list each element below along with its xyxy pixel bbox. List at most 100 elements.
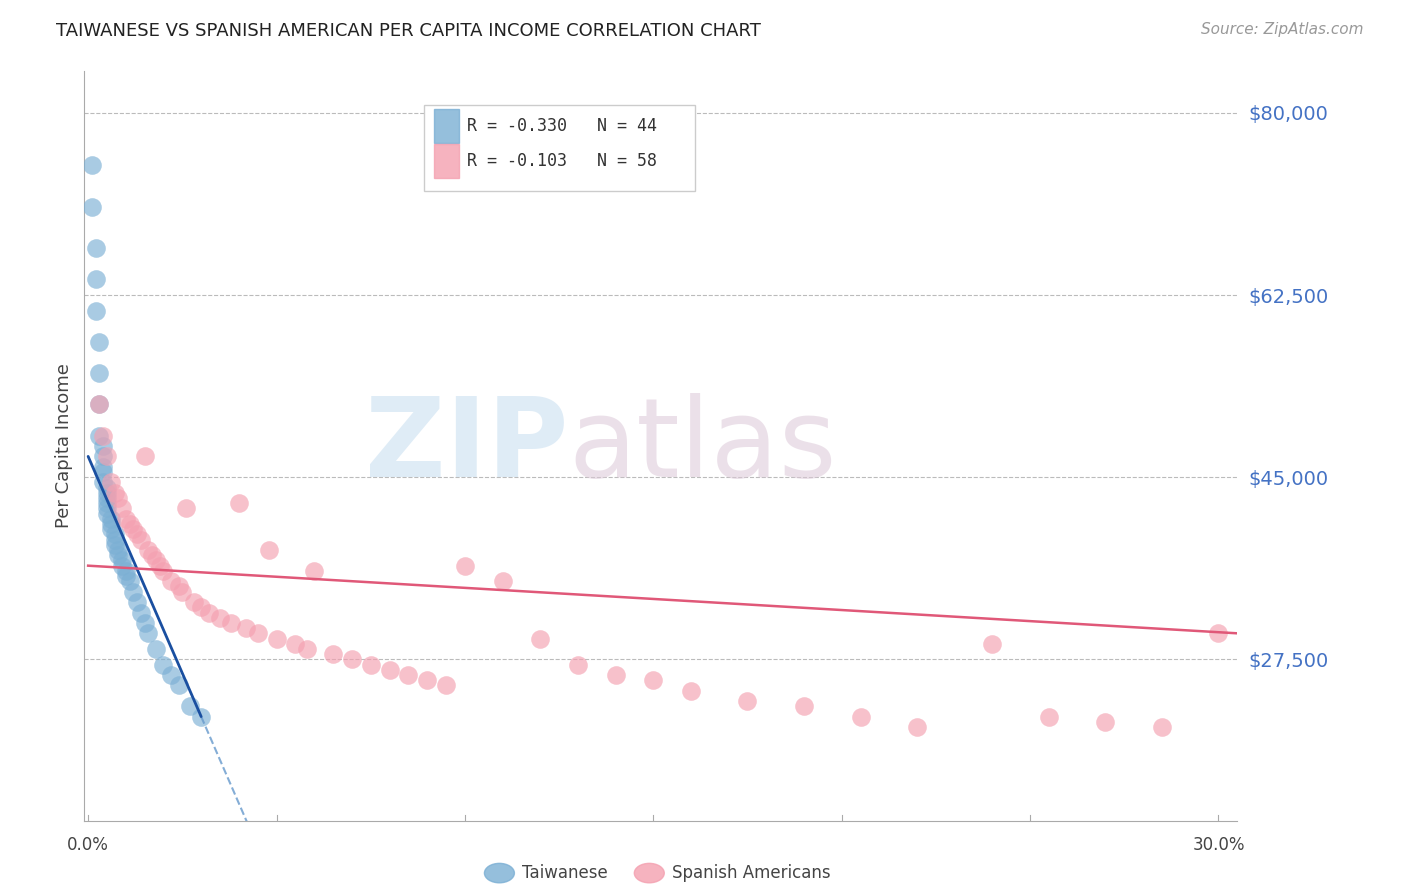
Point	[96, 496, 118, 510]
Point	[221, 615, 243, 630]
Point	[643, 673, 665, 688]
Point	[107, 543, 129, 558]
Point	[228, 496, 250, 510]
Point	[416, 673, 439, 688]
Point	[284, 637, 307, 651]
Point	[1150, 720, 1173, 734]
Point	[396, 668, 419, 682]
Point	[302, 564, 325, 578]
Point	[737, 694, 759, 708]
Point	[103, 533, 125, 547]
Point	[118, 517, 141, 532]
Point	[96, 450, 118, 464]
Bar	[433, 109, 460, 143]
Point	[111, 501, 134, 516]
Point	[80, 200, 103, 214]
Point	[80, 158, 103, 172]
Point	[235, 621, 257, 635]
Point	[679, 683, 702, 698]
Point	[103, 527, 125, 541]
Point	[114, 569, 136, 583]
Text: 0.0%: 0.0%	[67, 837, 110, 855]
Point	[107, 548, 129, 563]
Point	[1038, 709, 1060, 723]
Text: R = -0.103   N = 58: R = -0.103 N = 58	[467, 152, 657, 169]
Point	[138, 543, 160, 558]
Point	[1208, 626, 1230, 640]
Point	[793, 699, 815, 714]
Point	[122, 522, 145, 536]
Text: R = -0.330   N = 44: R = -0.330 N = 44	[467, 117, 657, 135]
Point	[905, 720, 928, 734]
Text: 30.0%: 30.0%	[1192, 837, 1244, 855]
Point	[127, 527, 149, 541]
Point	[179, 699, 201, 714]
Point	[605, 668, 627, 682]
Point	[89, 428, 111, 442]
FancyBboxPatch shape	[425, 105, 696, 191]
Point	[1094, 714, 1116, 729]
Text: TAIWANESE VS SPANISH AMERICAN PER CAPITA INCOME CORRELATION CHART: TAIWANESE VS SPANISH AMERICAN PER CAPITA…	[56, 22, 761, 40]
Point	[118, 574, 141, 589]
Point	[122, 584, 145, 599]
Point	[138, 626, 160, 640]
Point	[96, 485, 118, 500]
Point	[434, 678, 457, 692]
Text: ZIP: ZIP	[366, 392, 568, 500]
Text: Source: ZipAtlas.com: Source: ZipAtlas.com	[1201, 22, 1364, 37]
Point	[190, 600, 212, 615]
Text: Taiwanese: Taiwanese	[523, 864, 609, 882]
Point	[152, 564, 174, 578]
Point	[107, 491, 129, 505]
Point	[190, 709, 212, 723]
Point	[114, 564, 136, 578]
Point	[197, 606, 219, 620]
Point	[378, 663, 401, 677]
Point	[152, 657, 174, 672]
Point	[981, 637, 1004, 651]
Point	[266, 632, 288, 646]
Y-axis label: Per Capita Income: Per Capita Income	[55, 364, 73, 528]
Point	[100, 517, 122, 532]
Point	[567, 657, 589, 672]
Point	[89, 397, 111, 411]
Point	[84, 241, 107, 255]
Point	[849, 709, 872, 723]
Point	[145, 642, 167, 657]
Point	[172, 584, 194, 599]
Point	[91, 465, 114, 479]
Circle shape	[634, 863, 664, 883]
Point	[96, 481, 118, 495]
Bar	[433, 144, 460, 178]
Point	[89, 397, 111, 411]
Point	[89, 366, 111, 380]
Point	[454, 558, 477, 573]
Point	[529, 632, 551, 646]
Point	[89, 334, 111, 349]
Point	[111, 553, 134, 567]
Point	[103, 485, 125, 500]
Point	[91, 459, 114, 474]
Point	[183, 595, 205, 609]
Point	[141, 548, 163, 563]
Point	[91, 450, 114, 464]
Point	[145, 553, 167, 567]
Point	[127, 595, 149, 609]
Point	[96, 507, 118, 521]
Point	[84, 272, 107, 286]
Point	[295, 642, 318, 657]
Point	[322, 647, 344, 661]
Point	[114, 512, 136, 526]
Point	[129, 606, 152, 620]
Point	[340, 652, 363, 666]
Point	[100, 475, 122, 490]
Point	[167, 678, 190, 692]
Point	[174, 501, 197, 516]
Text: atlas: atlas	[568, 392, 837, 500]
Point	[111, 558, 134, 573]
Point	[91, 439, 114, 453]
Point	[91, 475, 114, 490]
Point	[208, 611, 231, 625]
Circle shape	[485, 863, 515, 883]
Point	[134, 450, 156, 464]
